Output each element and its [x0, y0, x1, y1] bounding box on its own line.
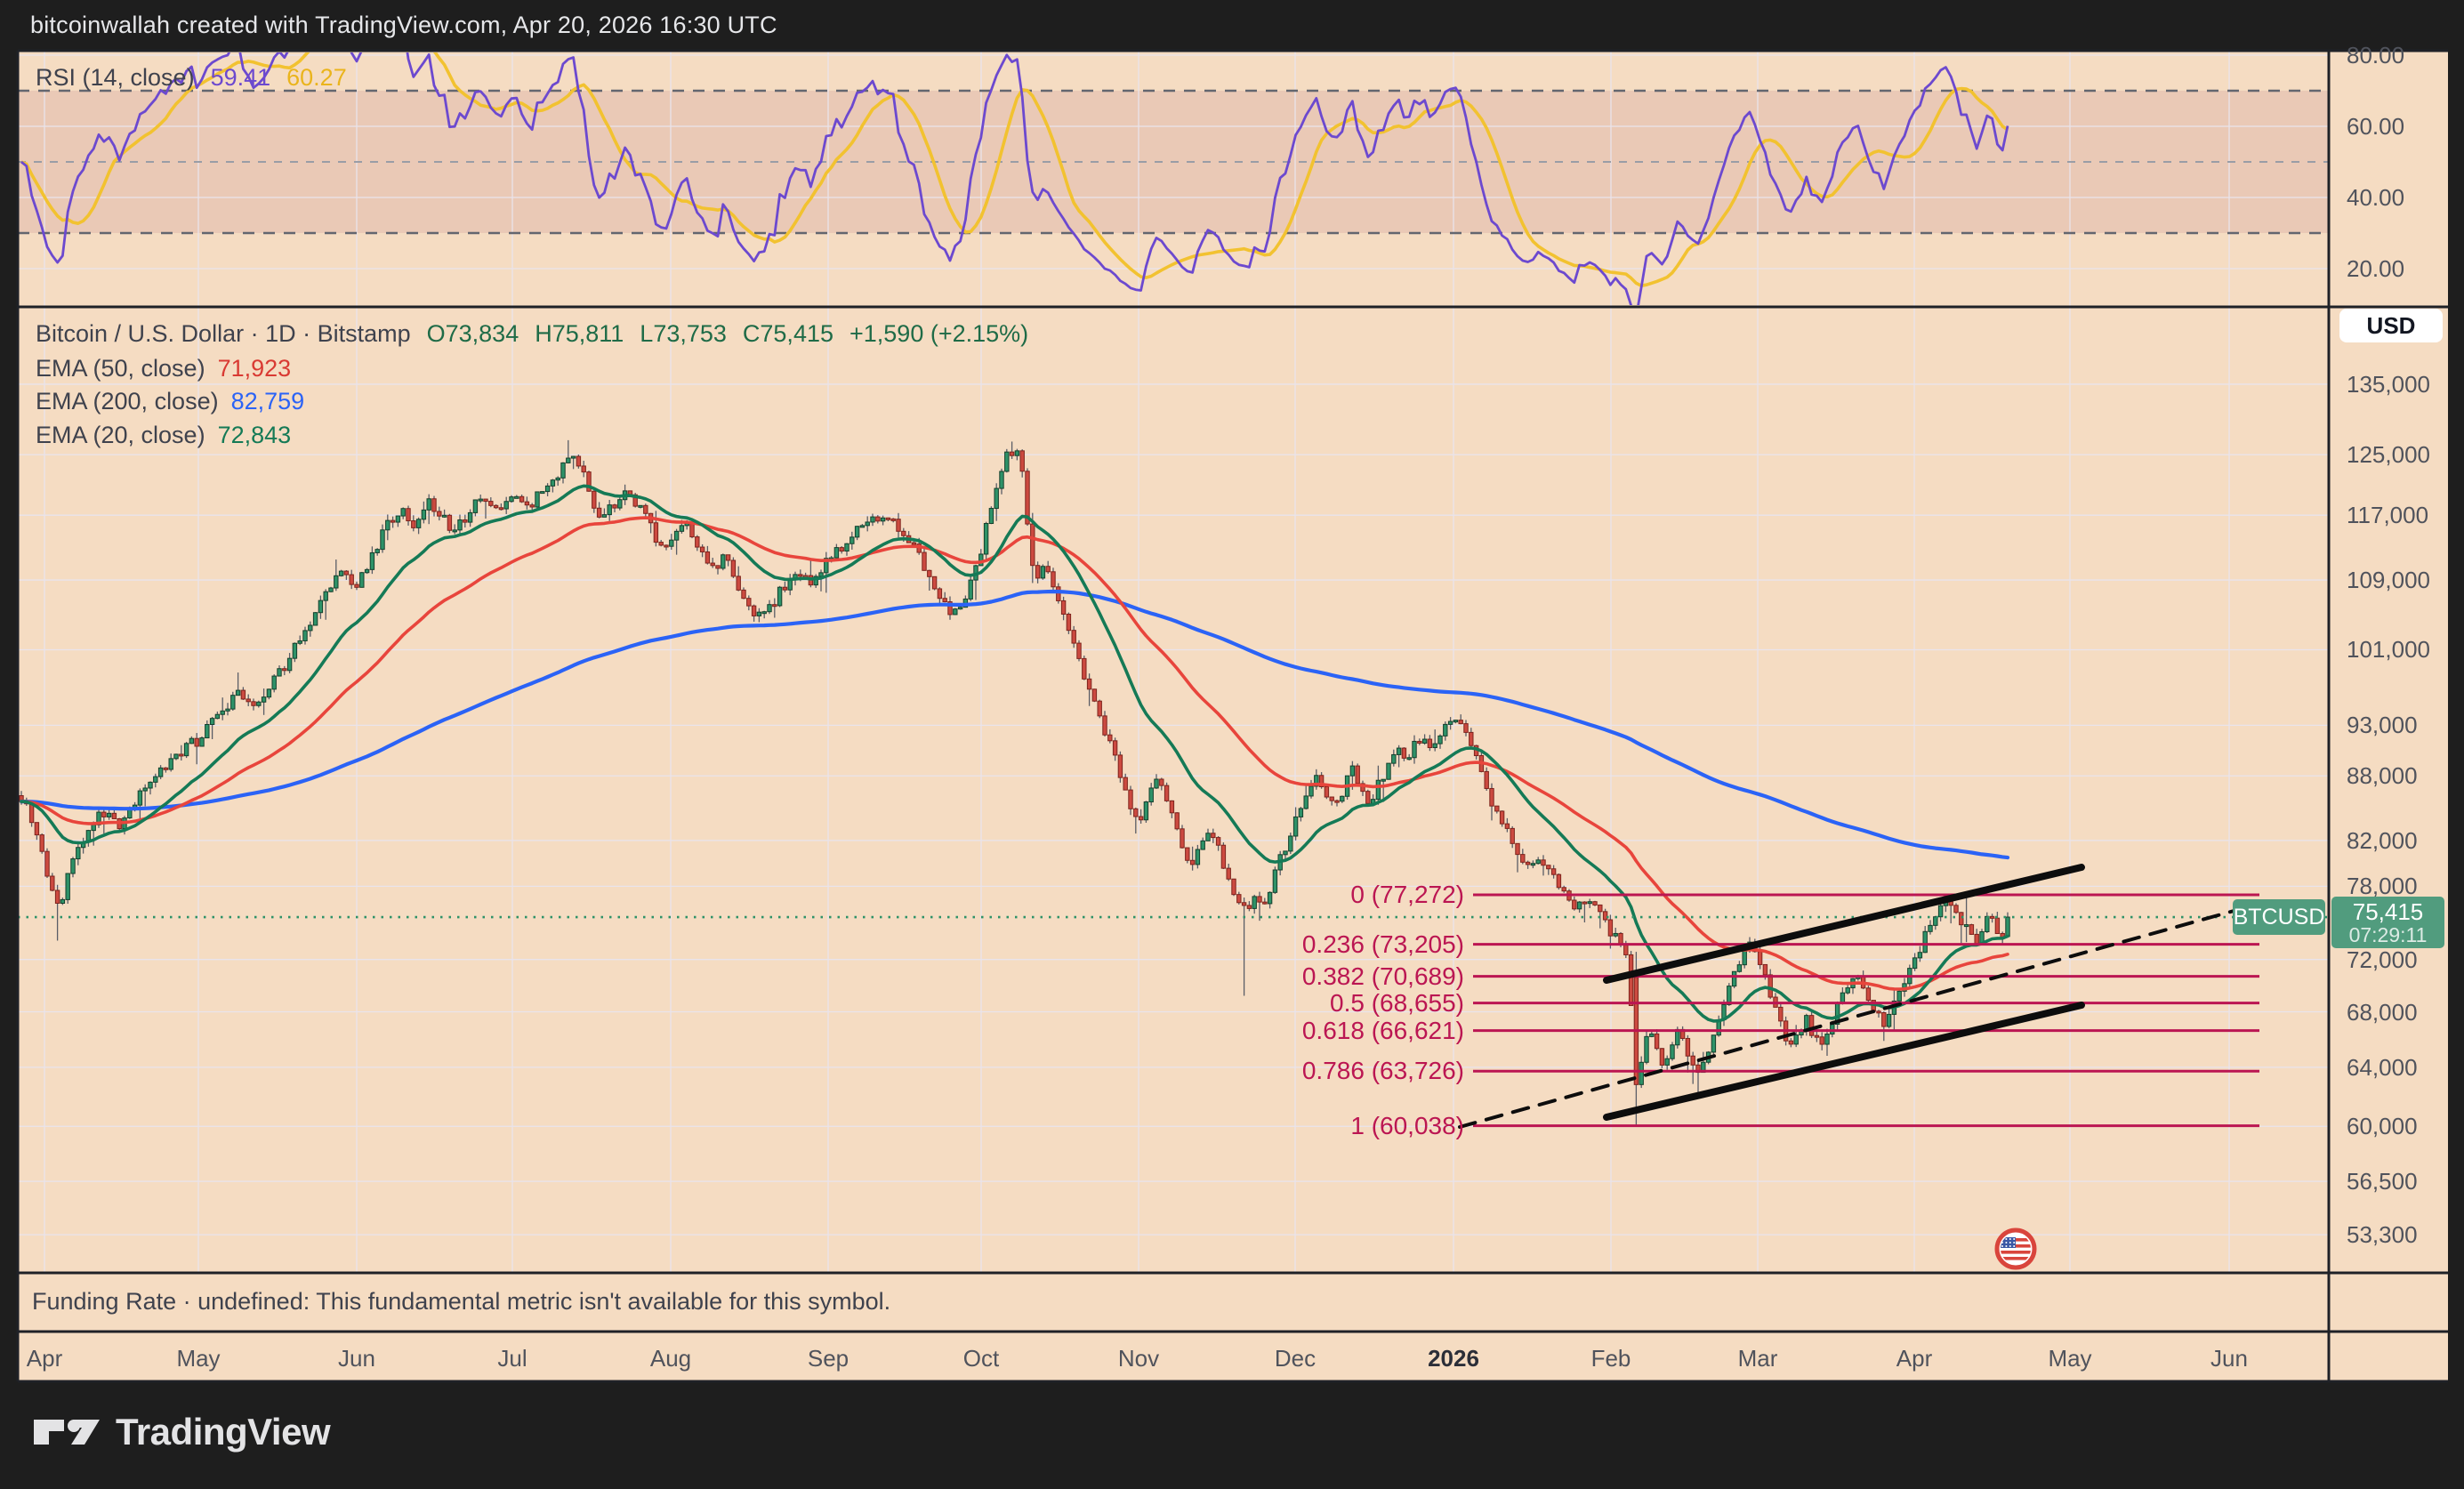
time-axis-label: Oct — [962, 1345, 1000, 1372]
rsi-lines — [20, 52, 2009, 305]
time-axis-label: Dec — [1274, 1345, 1317, 1372]
rsi-ma-value: 60.27 — [286, 64, 347, 91]
fib-level-label: 0.236 (73,205) — [1301, 930, 1464, 958]
price-tick-label: 68,000 — [2347, 998, 2418, 1026]
rsi-tick-label: 20.00 — [2347, 255, 2405, 282]
ema200-value: 82,759 — [230, 388, 305, 415]
rsi-tick-label: 40.00 — [2347, 184, 2405, 211]
ema50-label: EMA (50, close) — [36, 355, 205, 382]
ema20-legend[interactable]: EMA (20, close) 72,843 — [36, 422, 291, 449]
price-tick-label: 135,000 — [2347, 370, 2430, 398]
time-axis-label: Mar — [1737, 1345, 1778, 1372]
ohlc-change: +1,590 (+2.15%) — [850, 320, 1029, 347]
last-price-value: 75,415 — [2352, 897, 2424, 925]
fib-level-label: 0 (77,272) — [1350, 880, 1464, 908]
price-tick-label: 64,000 — [2347, 1053, 2418, 1081]
footer: TradingView — [32, 1411, 331, 1453]
fib-level-label: 0.618 (66,621) — [1301, 1016, 1464, 1044]
ohlc-open: O73,834 — [426, 320, 519, 347]
ema20-label: EMA (20, close) — [36, 422, 205, 448]
price-tick-label: 82,000 — [2347, 826, 2418, 854]
ohlc-low: L73,753 — [640, 320, 727, 347]
time-axis-label: Jun — [338, 1345, 375, 1372]
chart-background — [18, 51, 2448, 1381]
candlestick-series — [19, 439, 2010, 1126]
time-axis-label: Sep — [807, 1345, 850, 1372]
time-axis-label: Feb — [1590, 1345, 1631, 1372]
rsi-value: 59.41 — [210, 64, 271, 91]
fib-level-label: 1 (60,038) — [1350, 1111, 1464, 1139]
price-tick-label: 101,000 — [2347, 636, 2430, 664]
pane-separators — [16, 49, 2448, 1383]
time-axis-label: Jul — [497, 1345, 527, 1372]
currency-usd-button[interactable]: USD — [2339, 309, 2443, 342]
time-axis-label: 2026 — [1428, 1345, 1479, 1372]
tradingview-brand-text: TradingView — [116, 1411, 331, 1453]
fib-level-label: 0.382 (70,689) — [1301, 962, 1464, 990]
us-flag-event-icon[interactable] — [1994, 1227, 2037, 1270]
rsi-gridlines — [18, 54, 2329, 270]
fib-retracement-lines — [1473, 893, 2259, 1128]
time-axis-label: Nov — [1117, 1345, 1160, 1372]
fib-level-label: 0.5 (68,655) — [1330, 988, 1464, 1017]
rsi-tick-label: 60.00 — [2347, 113, 2405, 140]
price-tick-label: 60,000 — [2347, 1113, 2418, 1140]
ohlc-high: H75,811 — [535, 320, 624, 347]
symbol-legend[interactable]: Bitcoin / U.S. Dollar · 1D · Bitstamp O7… — [36, 320, 1028, 348]
vertical-gridlines — [44, 51, 2230, 1273]
price-tick-label: 109,000 — [2347, 567, 2430, 594]
time-axis-label: Apr — [1896, 1345, 1933, 1372]
price-tick-label: 125,000 — [2347, 441, 2430, 469]
rsi-legend[interactable]: RSI (14, close) 59.41 60.27 — [36, 64, 347, 92]
symbol-price-label-badge: BTCUSD — [2233, 899, 2325, 935]
time-axis-label: Jun — [2210, 1345, 2248, 1372]
time-axis-label: Apr — [26, 1345, 63, 1372]
price-tick-label: 53,300 — [2347, 1221, 2418, 1249]
price-tick-label: 56,500 — [2347, 1168, 2418, 1195]
time-axis-label: May — [176, 1345, 221, 1372]
ema50-value: 71,923 — [217, 355, 292, 382]
price-tick-label: 72,000 — [2347, 946, 2418, 973]
ohlc-close: C75,415 — [742, 320, 833, 347]
ema20-value: 72,843 — [217, 422, 292, 448]
price-tick-label: 93,000 — [2347, 712, 2418, 739]
ema50-legend[interactable]: EMA (50, close) 71,923 — [36, 355, 291, 382]
price-tick-label: 117,000 — [2347, 502, 2429, 529]
funding-rate-message: Funding Rate · undefined: This fundament… — [32, 1288, 891, 1315]
price-tick-label: 88,000 — [2347, 762, 2418, 790]
fib-level-label: 0.786 (63,726) — [1301, 1057, 1464, 1085]
rsi-legend-label: RSI (14, close) — [36, 64, 195, 91]
bar-countdown: 07:29:11 — [2348, 922, 2428, 946]
ema200-legend[interactable]: EMA (200, close) 82,759 — [36, 388, 304, 415]
time-axis-label: May — [2048, 1345, 2092, 1372]
ema200-label: EMA (200, close) — [36, 388, 219, 415]
tradingview-logo-icon — [34, 1420, 100, 1445]
time-axis-label: Aug — [649, 1345, 692, 1372]
rsi-tick-label: 80.00 — [2347, 42, 2405, 68]
symbol-title: Bitcoin / U.S. Dollar · 1D · Bitstamp — [36, 320, 411, 347]
last-price-badge: 75,415 07:29:11 — [2331, 897, 2444, 948]
price-tick-label: 78,000 — [2347, 873, 2418, 900]
header-attribution: bitcoinwallah created with TradingView.c… — [30, 12, 777, 38]
ascending-channel — [1458, 864, 2261, 1129]
ema-lines — [19, 484, 2010, 1023]
